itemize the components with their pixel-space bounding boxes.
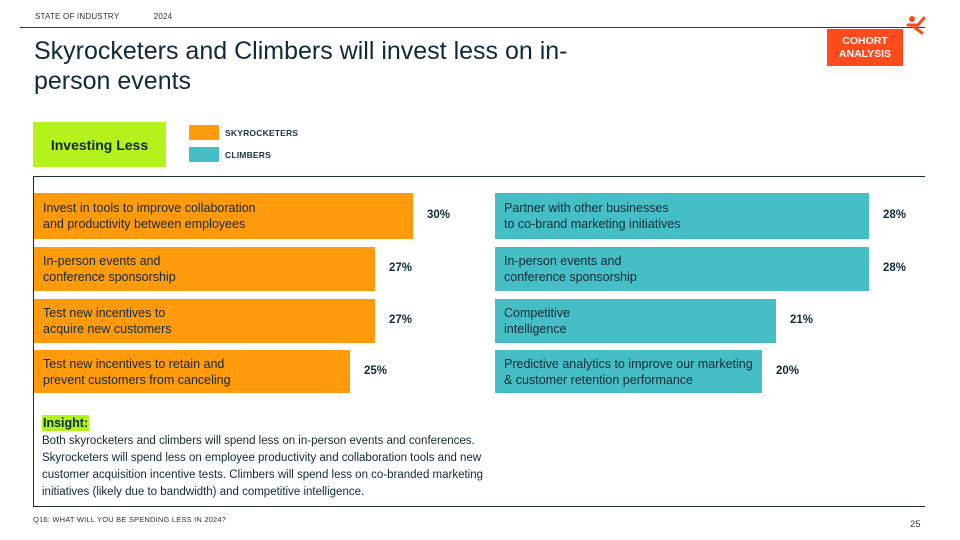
report-year: 2024: [153, 12, 173, 21]
value-label-skyrocketers-3: 27%: [389, 314, 413, 326]
page-title: Skyrocketers and Climbers will invest le…: [34, 37, 568, 95]
brand-logo-icon: [906, 16, 926, 35]
cohort-analysis-tag: COHORT ANALYSIS: [827, 29, 903, 66]
page-number: 25: [910, 519, 921, 530]
value-label-skyrocketers-1: 30%: [427, 209, 451, 221]
bar-skyrocketers-3: Test new incentives to acquire new custo…: [34, 299, 375, 343]
legend-label-climbers: CLIMBERS: [225, 149, 271, 160]
tag-line-1: COHORT: [842, 34, 888, 47]
value-label-skyrocketers-2: 27%: [389, 262, 413, 274]
section-label: STATE OF INDUSTRY: [35, 12, 120, 21]
bar-skyrocketers-2: In-person events and conference sponsors…: [34, 247, 375, 291]
investing-less-badge: Investing Less: [33, 122, 166, 167]
bar-skyrocketers-4: Test new incentives to retain and preven…: [34, 350, 350, 393]
value-label-skyrocketers-4: 25%: [364, 364, 388, 377]
legend-item-skyrocketers: SKYROCKETERS: [189, 125, 298, 140]
legend-swatch-skyrocketers: [189, 125, 219, 140]
value-label-climbers-2: 28%: [883, 262, 907, 274]
bar-climbers-2: In-person events and conference sponsors…: [495, 247, 869, 291]
survey-question: Q16: WHAT WILL YOU BE SPENDING LESS IN 2…: [33, 515, 227, 524]
insight-text: Both skyrocketers and climbers will spen…: [42, 435, 484, 498]
insight-box: Insight: Both skyrocketers and climbers …: [42, 414, 562, 501]
bar-climbers-3: Competitive intelligence: [495, 299, 776, 343]
value-label-climbers-3: 21%: [790, 314, 814, 326]
tag-line-2: ANALYSIS: [838, 47, 892, 60]
bar-skyrocketers-1: Invest in tools to improve collaboration…: [34, 193, 413, 239]
header-divider: [20, 27, 925, 28]
bar-climbers-1: Partner with other businesses to co-bran…: [495, 193, 869, 239]
value-label-climbers-1: 28%: [883, 209, 907, 221]
bar-climbers-4: Predictive analytics to improve our mark…: [495, 350, 762, 393]
chart-panel: Invest in tools to improve collaboration…: [33, 176, 925, 507]
legend-label-skyrocketers: SKYROCKETERS: [225, 127, 299, 138]
legend-swatch-climbers: [189, 147, 219, 162]
section-header: STATE OF INDUSTRY 2024: [35, 12, 172, 21]
insight-title: Insight:: [42, 415, 90, 431]
value-label-climbers-4: 20%: [776, 364, 800, 377]
chart-legend: SKYROCKETERS CLIMBERS: [189, 125, 298, 169]
legend-item-climbers: CLIMBERS: [189, 147, 298, 162]
